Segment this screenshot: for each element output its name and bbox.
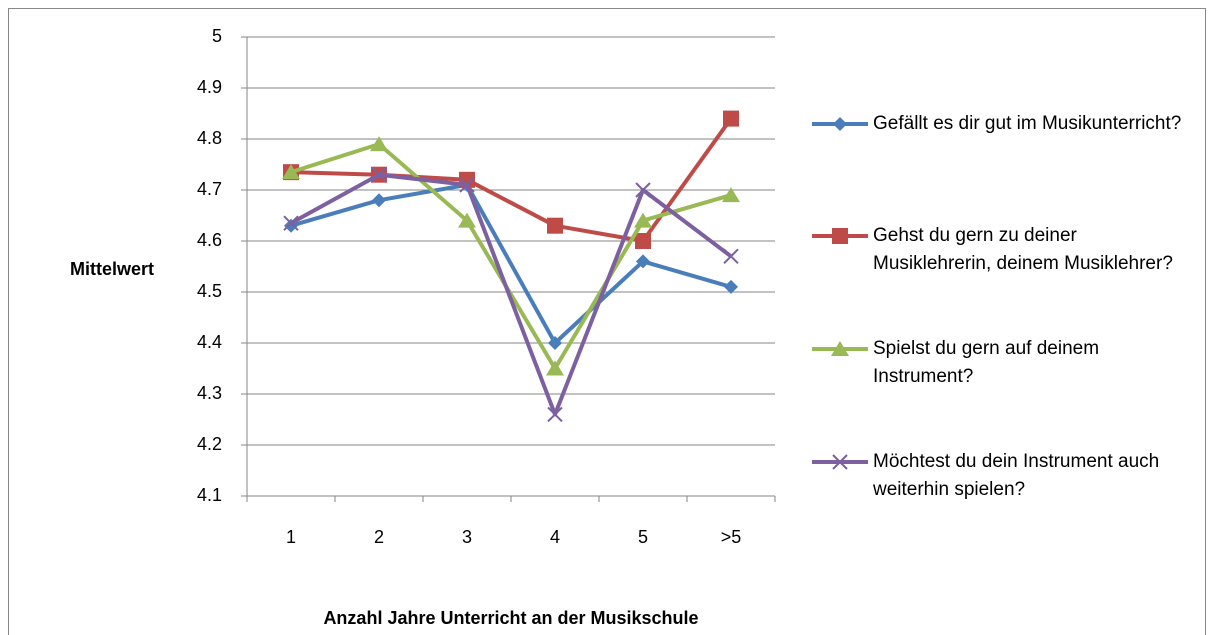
marker (548, 336, 562, 350)
marker (635, 182, 651, 198)
y-tick-label: 4.9 (197, 77, 222, 97)
series-line (290, 142, 732, 371)
marker (371, 166, 387, 183)
marker (458, 212, 476, 228)
series-line (290, 172, 733, 417)
y-tick-label: 4.8 (197, 128, 222, 148)
marker (635, 233, 651, 249)
marker (724, 279, 738, 294)
y-tick-label: 5 (212, 26, 222, 46)
legend-label: Gehst du gern zu deiner Musiklehrerin, d… (873, 225, 1173, 274)
marker (722, 187, 740, 203)
y-tick-label: 4.7 (197, 179, 222, 199)
x-tick-label: 4 (550, 527, 560, 547)
marker (636, 254, 650, 269)
y-tick-label: 4.5 (197, 281, 222, 301)
x-tick-label: >5 (721, 527, 742, 547)
marker (547, 217, 563, 234)
legend-label: Spielst du gern auf deinem Instrument? (873, 338, 1100, 387)
legend-label: Gefällt es dir gut im Musikunterricht? (873, 113, 1182, 134)
legend-label: Möchtest du dein Instrument auch weiterh… (873, 451, 1160, 500)
marker (832, 454, 848, 470)
marker (459, 177, 475, 193)
y-axis-title: Mittelwert (70, 259, 154, 279)
marker (831, 341, 849, 356)
marker (723, 110, 739, 127)
marker (634, 212, 652, 228)
marker (282, 164, 300, 180)
series-line (290, 182, 732, 345)
marker (372, 193, 386, 208)
x-tick-label: 5 (638, 527, 648, 547)
marker (370, 136, 388, 152)
marker (546, 360, 564, 376)
marker (723, 248, 739, 265)
x-tick-label: 1 (286, 527, 296, 547)
marker (283, 215, 299, 231)
y-tick-label: 4.1 (197, 485, 222, 505)
marker (547, 406, 563, 423)
y-tick-label: 4.4 (197, 332, 222, 352)
x-axis-title: Anzahl Jahre Unterricht an der Musikschu… (323, 608, 698, 628)
x-tick-label: 3 (462, 527, 472, 547)
chart-border (8, 8, 1206, 635)
y-tick-label: 4.2 (197, 434, 222, 454)
y-tick-label: 4.3 (197, 383, 222, 403)
x-tick-label: 2 (374, 527, 384, 547)
marker (833, 117, 847, 131)
series-line (290, 117, 733, 243)
marker (832, 228, 848, 244)
y-tick-label: 4.6 (197, 230, 222, 250)
